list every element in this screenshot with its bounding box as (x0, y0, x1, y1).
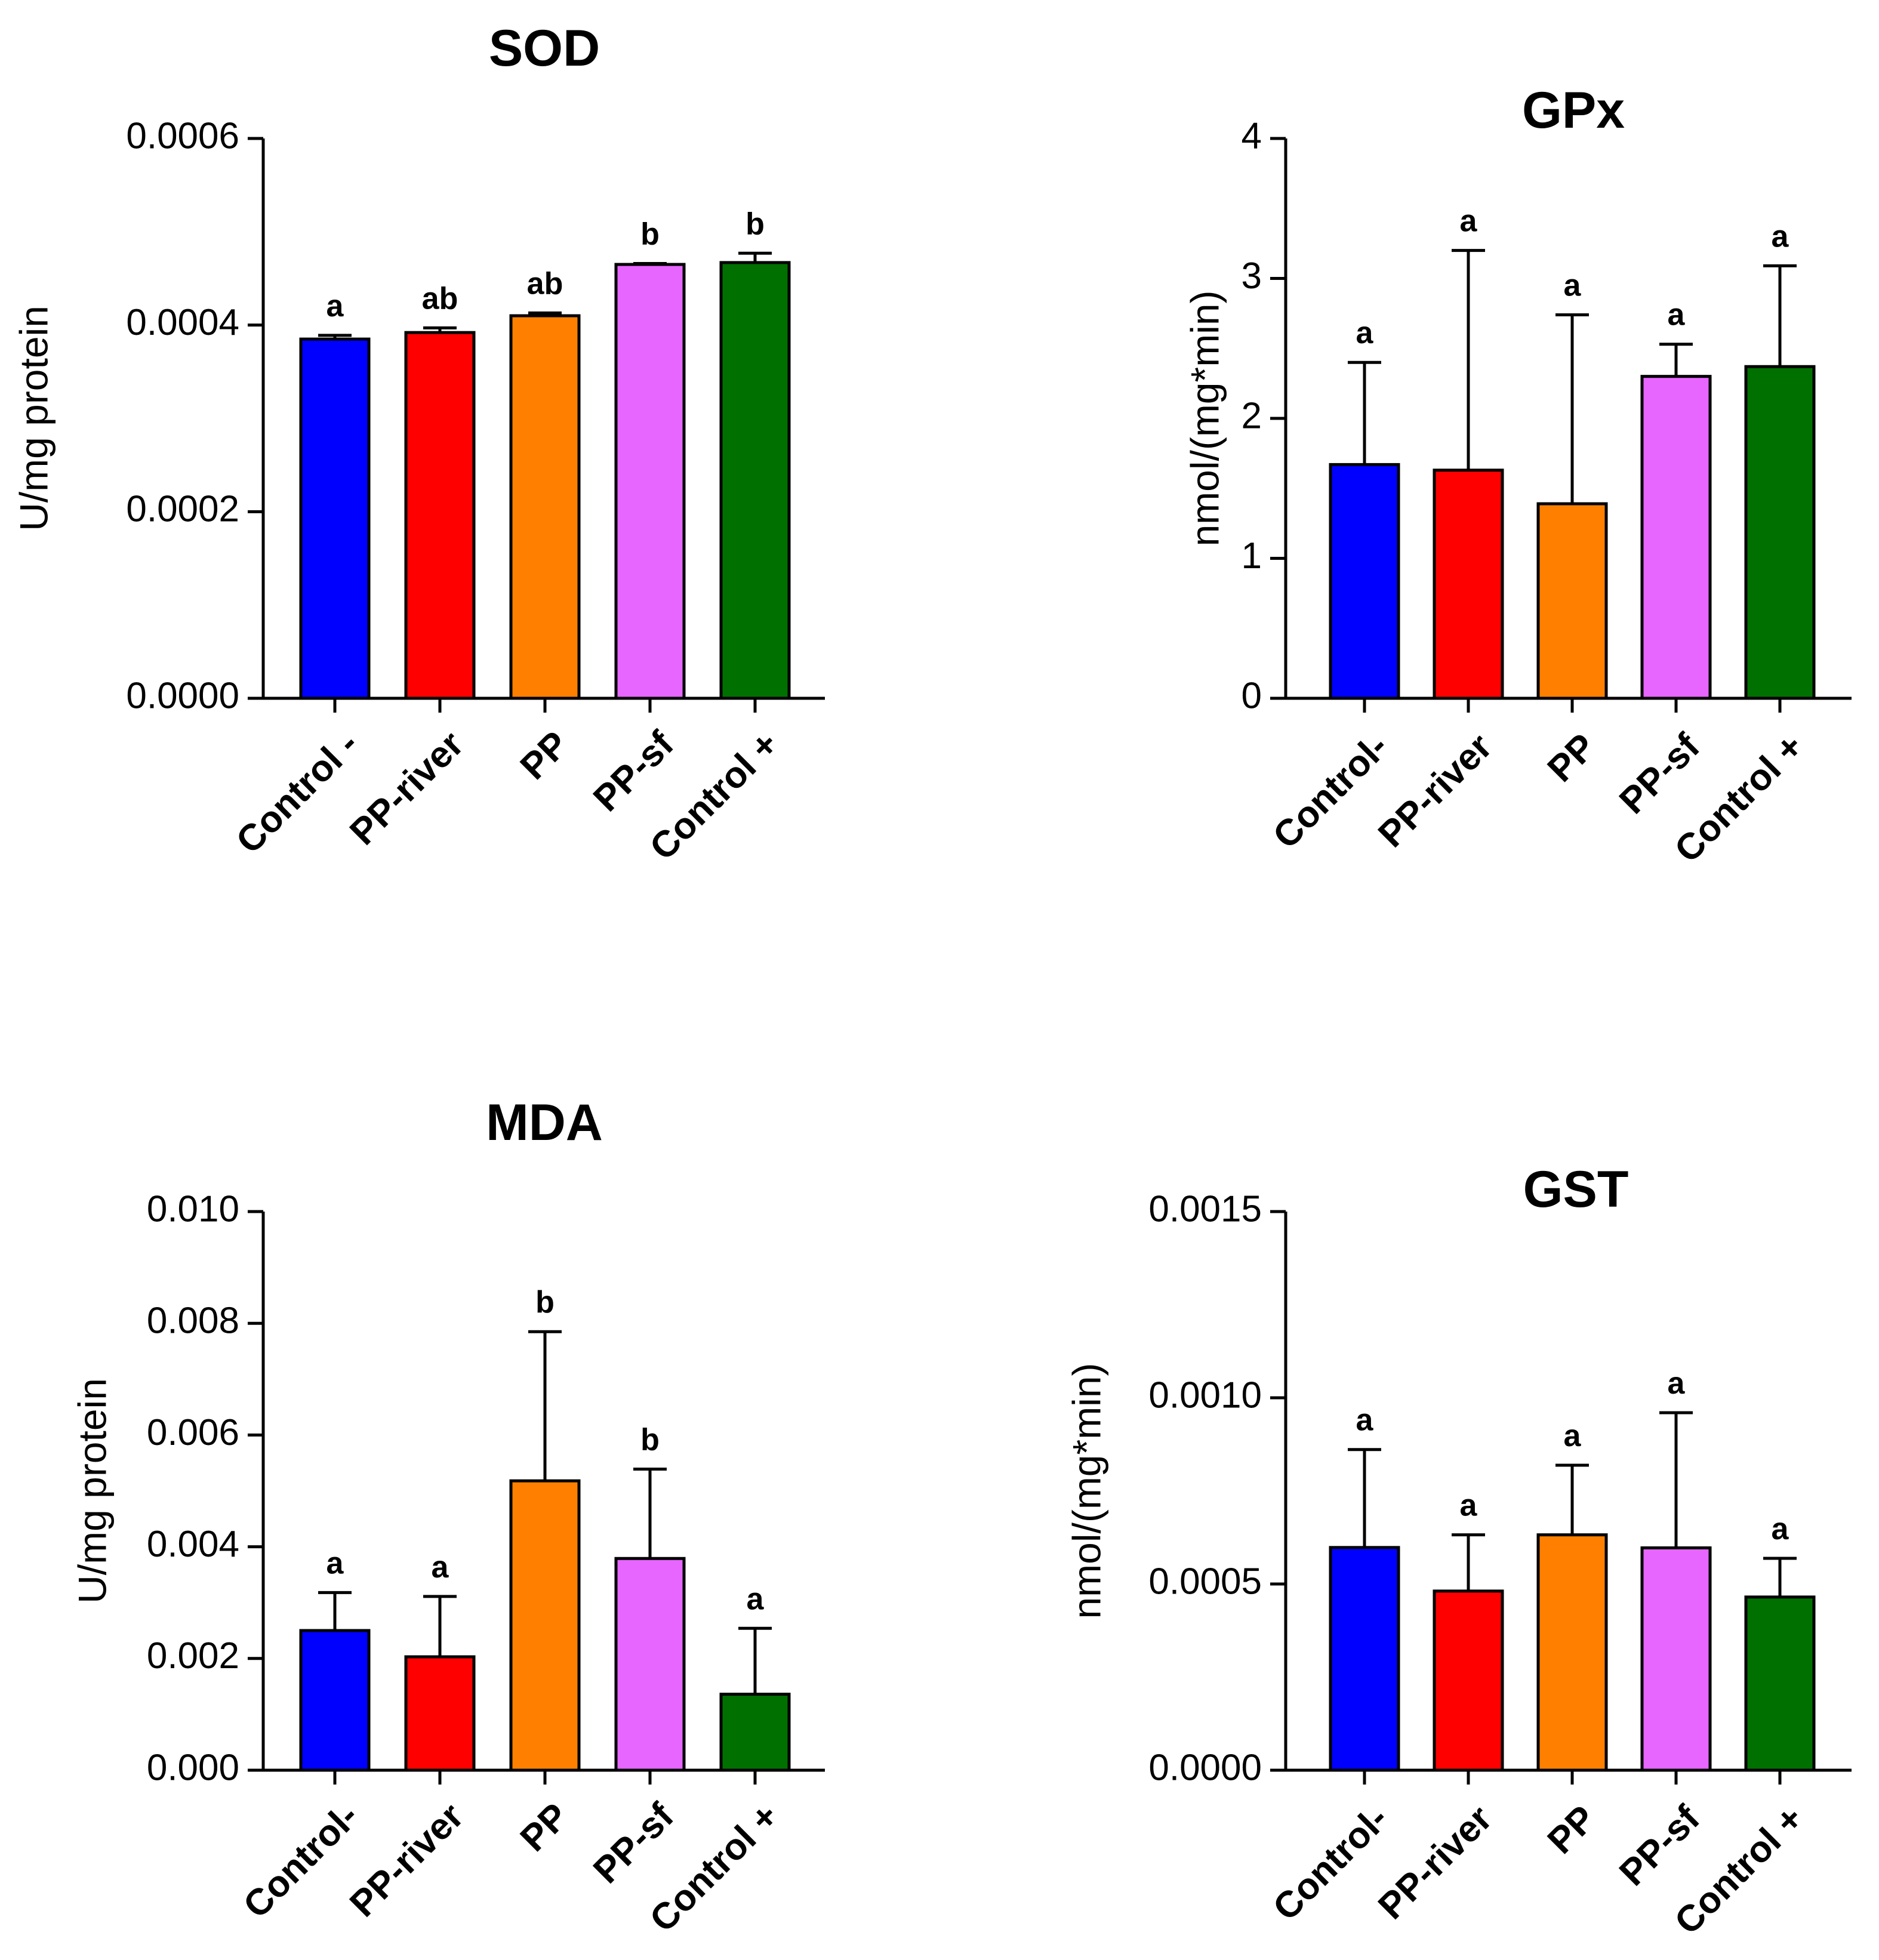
category-label: PP-river (1370, 726, 1500, 855)
bar-control- (719, 1693, 791, 1772)
chart-title: GPx (1522, 82, 1625, 139)
category-label: PP-river (342, 1795, 472, 1925)
category-label: Control - (229, 723, 366, 861)
bar-pp (509, 314, 581, 700)
y-axis-label: nmol/(mg*min) (1182, 290, 1227, 546)
y-axis-label: nmol/(mg*min) (1064, 1363, 1108, 1619)
bar-pp-river (404, 331, 476, 700)
significance-label: b (640, 1422, 660, 1457)
chart-panel-sod: SOD U/mg protein 0.0000 0.0002 0.0004 0.0006 a… (11, 20, 825, 868)
y-tick-label: 0.0002 (126, 489, 239, 530)
bar-control- (299, 337, 371, 700)
category-label: PP (513, 723, 577, 787)
bar-pp-river (1433, 1589, 1504, 1772)
y-tick-label: 0 (1242, 675, 1262, 716)
significance-label: a (326, 289, 344, 323)
bar-pp (509, 1479, 581, 1772)
y-tick-label: 0.002 (147, 1635, 239, 1677)
significance-label: a (326, 1546, 344, 1580)
significance-label: b (535, 1285, 555, 1320)
bar-pp-river (1433, 469, 1504, 700)
significance-label: a (1460, 204, 1478, 239)
chart-panel-gst: GST nmol/(mg*min) 0.0000 0.0005 0.0010 0.0015… (1064, 1161, 1852, 1943)
bar-control- (1744, 365, 1816, 700)
significance-label: a (1356, 316, 1374, 350)
y-axis-label: U/mg protein (11, 306, 56, 531)
y-tick-label: 0.008 (147, 1300, 239, 1342)
significance-label: a (1564, 268, 1582, 303)
category-label: PP-river (1370, 1798, 1500, 1927)
y-tick-label: 0.0015 (1148, 1188, 1262, 1229)
significance-label: b (640, 217, 660, 251)
chart-panel-gpx: GPx nmol/(mg*min) 0 1 2 3 4 a Control-a PP-river a… (1182, 82, 1852, 871)
significance-label: a (1460, 1489, 1478, 1523)
category-label: PP-sf (1612, 726, 1708, 822)
bar-pp-sf (614, 263, 686, 700)
category-label: Control- (236, 1795, 366, 1926)
y-tick-label: 0.004 (147, 1524, 239, 1565)
y-tick-label: 2 (1242, 395, 1262, 436)
y-tick-label: 0.010 (147, 1188, 239, 1229)
significance-label: a (1772, 219, 1789, 254)
category-label: PP-river (342, 723, 472, 853)
y-tick-label: 3 (1242, 255, 1262, 297)
y-tick-label: 0.006 (147, 1412, 239, 1453)
bar-control- (1329, 1546, 1400, 1772)
y-tick-label: 0.0000 (126, 675, 239, 716)
bar-pp (1536, 502, 1608, 700)
category-label: PP (1540, 726, 1604, 790)
category-label: PP-sf (1612, 1798, 1708, 1894)
bar-control- (299, 1629, 371, 1772)
y-tick-label: 0.0000 (1148, 1747, 1262, 1788)
y-tick-label: 4 (1242, 115, 1262, 156)
category-label: PP (513, 1795, 577, 1859)
significance-label: a (432, 1550, 449, 1585)
y-axis-label: U/mg protein (70, 1378, 114, 1604)
significance-label: a (747, 1582, 765, 1616)
bar-pp-sf (1640, 375, 1712, 700)
chart-title: MDA (486, 1094, 603, 1151)
chart-title: SOD (489, 20, 600, 77)
significance-label: a (1564, 1419, 1582, 1453)
y-tick-label: 0.0004 (126, 302, 239, 343)
category-label: Control- (1265, 1798, 1396, 1928)
bar-control- (1329, 463, 1400, 700)
significance-label: a (1668, 298, 1686, 332)
chart-title: GST (1523, 1161, 1629, 1218)
y-tick-label: 0.0005 (1148, 1561, 1262, 1602)
y-tick-label: 0.000 (147, 1747, 239, 1788)
y-tick-label: 0.0010 (1148, 1375, 1262, 1416)
category-label: PP (1540, 1798, 1604, 1862)
significance-label: a (1668, 1366, 1686, 1401)
category-label: PP-sf (586, 723, 682, 819)
bar-pp (1536, 1533, 1608, 1772)
bar-pp-sf (614, 1557, 686, 1772)
category-label: Control- (1265, 726, 1396, 856)
chart-panel-mda: MDA U/mg protein 0.000 0.002 0.004 0.006 0.008… (70, 1094, 825, 1940)
significance-label: a (1772, 1512, 1789, 1546)
y-tick-label: 1 (1242, 535, 1262, 577)
bar-pp-sf (1640, 1546, 1712, 1772)
y-tick-label: 0.0006 (126, 115, 239, 156)
bar-control- (719, 261, 791, 700)
category-label: PP-sf (586, 1795, 682, 1891)
significance-label: b (746, 207, 765, 241)
significance-label: ab (422, 281, 458, 316)
bar-pp-river (404, 1655, 476, 1772)
bar-control- (1744, 1595, 1816, 1772)
significance-label: ab (527, 266, 563, 301)
significance-label: a (1356, 1403, 1374, 1438)
